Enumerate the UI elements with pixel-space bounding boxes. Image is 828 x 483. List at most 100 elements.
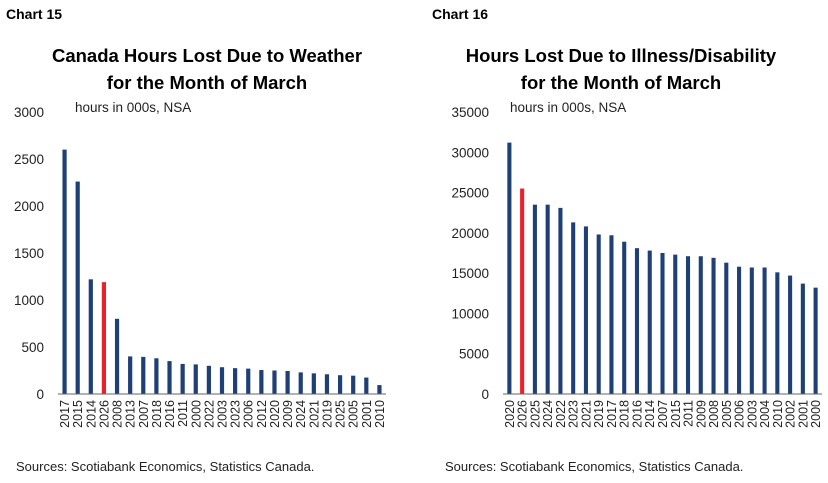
bar-2013 [128, 356, 133, 394]
bar-2000 [193, 364, 198, 394]
x-tick-label: 2006 [242, 400, 256, 428]
bar-2008 [114, 318, 120, 394]
bar-2026 [520, 188, 525, 394]
x-tick-label: 2003 [745, 400, 759, 428]
bar-chart-weather: hours in 000s, NSA 0 500 1000 1500 2000 2500 30… [14, 100, 387, 428]
bar-2004 [762, 267, 767, 394]
x-tick-label: 2011 [682, 400, 696, 427]
bar-2003 [219, 367, 225, 394]
bar-2024 [545, 204, 550, 394]
x-tick-label: 2010 [771, 400, 785, 428]
chart-annotation: hours in 000s, NSA [75, 100, 191, 115]
x-tick-label: 2016 [163, 400, 177, 428]
x-tick-label: 2018 [150, 400, 164, 428]
y-tick-label: 1000 [14, 293, 44, 308]
bar-2020 [507, 142, 512, 394]
chart-title: Hours Lost Due to Illness/Disability for… [414, 42, 828, 96]
bar-2022 [558, 207, 563, 394]
x-tick-label: 2022 [202, 400, 216, 428]
y-tick-label: 35000 [451, 105, 489, 120]
x-tick-label: 2016 [630, 400, 644, 428]
bar-2007 [660, 253, 665, 394]
x-tick-label: 2010 [373, 400, 387, 428]
bar-2019 [324, 374, 330, 394]
bar-chart-illness: hours in 000s, NSA 0 5000 10000 15000 20000 25… [451, 100, 823, 428]
x-tick-label: 2014 [84, 400, 98, 428]
x-tick-label: 2015 [669, 400, 683, 428]
x-tick-label: 2024 [541, 400, 555, 428]
bar-2001 [800, 283, 805, 394]
bar-2024 [298, 372, 303, 394]
x-tick-label: 2020 [503, 400, 517, 428]
x-tick-label: 2024 [294, 400, 308, 428]
source-note: Sources: Scotiabank Economics, Statistic… [445, 459, 744, 474]
x-tick-label: 2011 [176, 400, 190, 427]
x-tick-label: 2026 [516, 400, 530, 428]
x-tick-label: 2023 [229, 400, 243, 428]
x-tick-label: 2000 [809, 400, 823, 428]
x-tick-label: 2002 [784, 400, 798, 428]
bar-2020 [272, 370, 277, 394]
bar-2003 [749, 267, 754, 394]
x-tick-label: 2013 [124, 400, 138, 428]
bar-2022 [206, 365, 211, 394]
chart-number: Chart 15 [6, 6, 63, 22]
x-tick-label: 2005 [720, 400, 734, 428]
x-tick-label: 2026 [97, 400, 111, 428]
x-tick-label: 2006 [733, 400, 747, 428]
bar-2025 [532, 204, 537, 394]
x-tick-label: 2009 [281, 400, 295, 428]
y-tick-label: 20000 [451, 226, 489, 241]
bar-2011 [180, 363, 185, 394]
x-tick-label: 2018 [618, 400, 632, 428]
x-tick-label: 2022 [554, 400, 568, 428]
x-tick-label: 2025 [334, 400, 348, 428]
y-tick-label: 3000 [14, 105, 44, 120]
y-tick-label: 1500 [14, 246, 44, 261]
x-tick-label: 2007 [137, 400, 151, 428]
y-tick-label: 0 [481, 387, 489, 402]
bar-2010 [377, 385, 382, 394]
y-tick-label: 2000 [14, 199, 44, 214]
bar-2018 [622, 241, 627, 394]
chart-title-line-2: for the Month of March [106, 72, 308, 93]
x-tick-label: 2019 [320, 400, 334, 428]
bar-2011 [685, 256, 691, 394]
y-tick-label: 25000 [451, 186, 489, 201]
x-tick-label: 2008 [707, 400, 721, 428]
bar-2015 [673, 254, 678, 394]
x-tick-label: 2019 [592, 400, 606, 428]
source-note: Sources: Scotiabank Economics, Statistic… [16, 459, 315, 474]
x-tick-label: 2004 [758, 400, 772, 428]
bar-2015 [75, 181, 80, 394]
x-tick-label: 2021 [579, 400, 593, 428]
x-tick-label: 2005 [347, 400, 361, 428]
bar-2017 [62, 149, 67, 394]
bar-2018 [154, 358, 159, 394]
bar-2005 [351, 375, 356, 394]
bar-2023 [233, 368, 238, 394]
bar-2009 [698, 256, 703, 394]
x-tick-label: 2009 [694, 400, 708, 428]
bar-2017 [609, 235, 614, 394]
bar-2023 [571, 222, 576, 394]
x-tick-label: 2001 [360, 400, 374, 428]
chart-title-line-1: Hours Lost Due to Illness/Disability [465, 45, 777, 66]
bar-2005 [724, 262, 729, 394]
bar-2026 [101, 282, 107, 394]
bar-2021 [583, 226, 588, 394]
chart-panel-left: Chart 15 Canada Hours Lost Due to Weathe… [6, 6, 387, 474]
bar-2021 [311, 373, 316, 394]
x-tick-label: 2023 [567, 400, 581, 428]
y-tick-label: 500 [21, 340, 44, 355]
y-tick-label: 0 [36, 387, 44, 402]
x-tick-label: 2008 [111, 400, 125, 428]
x-tick-label: 2012 [255, 400, 269, 428]
y-tick-label: 10000 [451, 306, 489, 321]
bar-2016 [167, 361, 172, 394]
x-tick-label: 2007 [656, 400, 670, 428]
bar-2019 [596, 234, 601, 394]
x-tick-label: 2000 [189, 400, 203, 428]
chart-number: Chart 16 [432, 6, 489, 22]
y-tick-label: 15000 [451, 266, 489, 281]
